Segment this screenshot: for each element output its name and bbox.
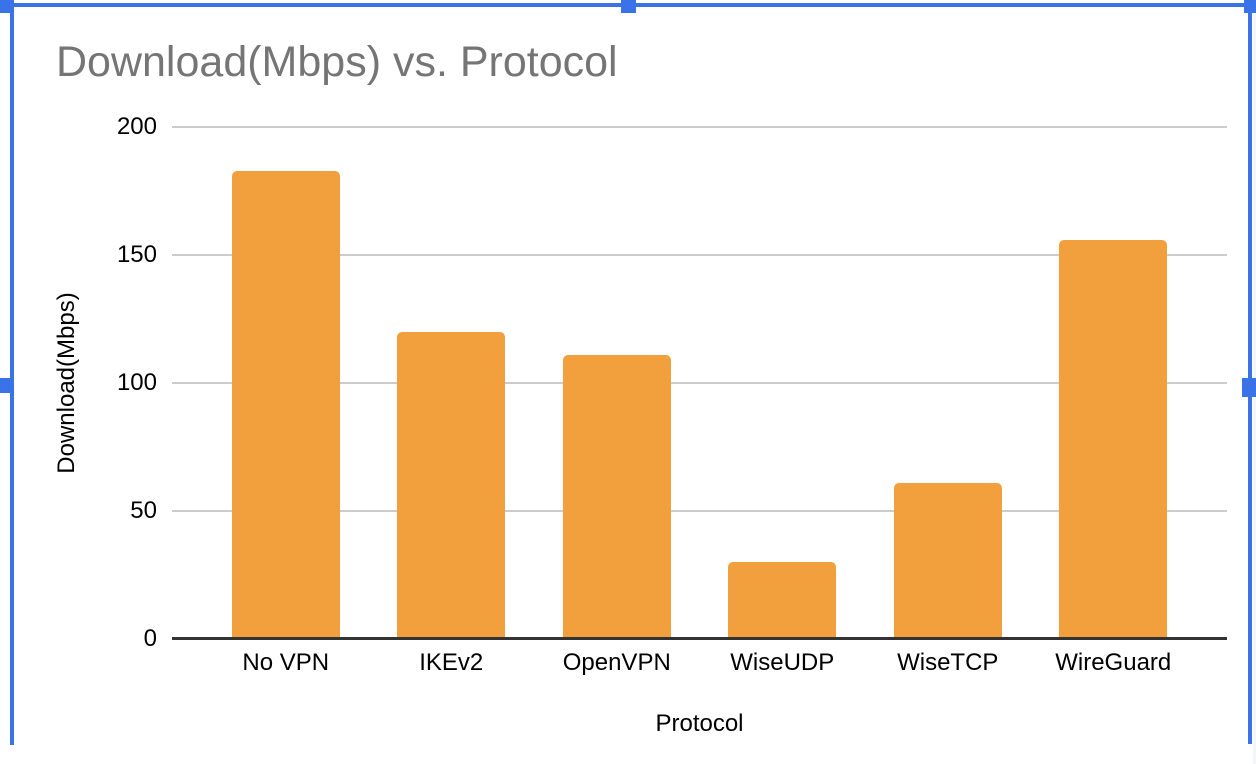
selection-handle-top-right[interactable] <box>1244 0 1256 13</box>
y-axis-title: Download(Mbps) <box>53 292 80 474</box>
chart-title: Download(Mbps) vs. Protocol <box>56 38 618 86</box>
bar-wireguard[interactable] <box>1059 239 1168 639</box>
x-axis-line <box>172 637 1227 640</box>
y-tick-0: 0 <box>143 625 157 652</box>
selection-handle-top-left[interactable] <box>0 0 14 13</box>
y-tick-100: 100 <box>116 369 157 396</box>
bar-openvpn[interactable] <box>562 354 671 639</box>
y-tick-200: 200 <box>116 113 157 140</box>
x-category-ikev2: IKEv2 <box>419 649 484 676</box>
embedded-chart[interactable]: Download(Mbps) vs. Protocol 0 50 100 150 200… <box>14 7 1248 764</box>
y-tick-150: 150 <box>116 241 157 268</box>
bar-slot-ikev2 <box>369 127 535 639</box>
x-category-openvpn: OpenVPN <box>562 649 671 676</box>
x-category-wiseudp: WiseUDP <box>730 649 835 676</box>
bar-wiseudp[interactable] <box>728 562 837 639</box>
bar-slot-no-vpn <box>203 127 369 639</box>
x-category-wisetcp: WiseTCP <box>897 649 999 676</box>
plot-area <box>172 126 1227 640</box>
x-axis-title: Protocol <box>655 710 744 737</box>
y-axis-ticks: 0 50 100 150 200 <box>14 113 157 652</box>
bar-no-vpn[interactable] <box>231 170 340 639</box>
bar-wisetcp[interactable] <box>893 482 1002 639</box>
gridline-50 <box>172 510 1227 512</box>
selection-handle-middle-left[interactable] <box>0 378 14 393</box>
bar-slot-wireguard <box>1031 127 1197 639</box>
bar-ikev2[interactable] <box>397 331 506 639</box>
x-axis-category-labels: No VPN IKEv2 OpenVPN WiseUDP WiseTCP WireGuar… <box>203 649 1196 677</box>
bar-slot-wiseudp <box>700 127 866 639</box>
x-category-wireguard: WireGuard <box>1055 649 1172 676</box>
selection-handle-top-center[interactable] <box>621 0 636 13</box>
gridline-200 <box>172 126 1227 128</box>
y-tick-50: 50 <box>130 497 157 524</box>
bars-group <box>203 127 1196 639</box>
bar-slot-wisetcp <box>865 127 1031 639</box>
gridline-150 <box>172 254 1227 256</box>
x-category-no-vpn: No VPN <box>242 649 330 676</box>
selection-handle-middle-right[interactable] <box>1242 378 1256 397</box>
bar-slot-openvpn <box>534 127 700 639</box>
gridline-100 <box>172 382 1227 384</box>
